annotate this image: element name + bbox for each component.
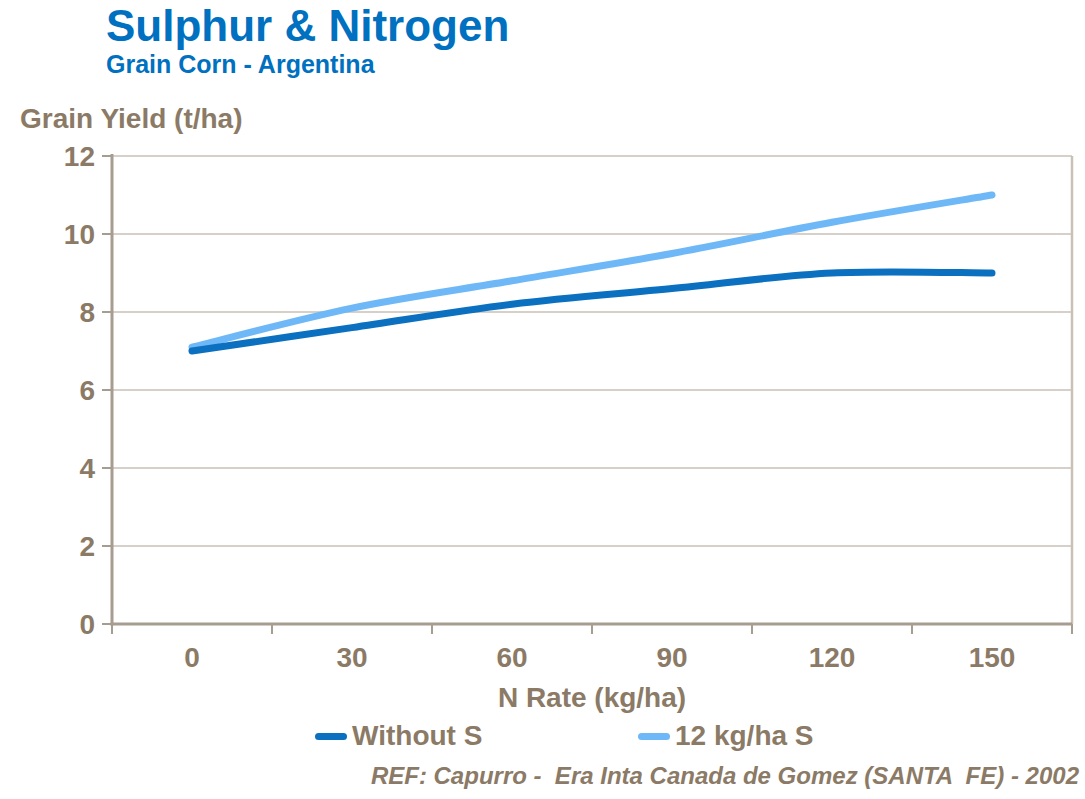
y-tick-label: 2 [79,531,95,562]
y-tick-label: 4 [79,453,95,484]
y-tick-label: 10 [64,219,95,250]
y-axis-title: Grain Yield (t/ha) [20,103,242,135]
legend-swatch-without-s-icon [315,733,347,740]
legend-item-12kgha-s: 12 kg/ha S [638,720,814,752]
x-tick-label: 90 [656,642,687,673]
series-line-12-kg-ha-s [192,195,992,347]
series-line-without-s [192,272,992,351]
y-tick-label: 8 [79,297,95,328]
legend-swatch-12kgha-s-icon [638,733,670,740]
x-tick-label: 60 [496,642,527,673]
legend: Without S 12 kg/ha S [0,720,1085,752]
legend-label-without-s: Without S [352,720,482,752]
y-tick-label: 0 [79,609,95,640]
x-tick-label: 150 [969,642,1016,673]
page-title: Sulphur & Nitrogen [106,4,509,49]
x-tick-label: 0 [184,642,200,673]
x-tick-label: 120 [809,642,856,673]
page-subtitle: Grain Corn - Argentina [106,51,509,77]
legend-label-12kgha-s: 12 kg/ha S [675,720,814,752]
x-axis-title: N Rate (kg/ha) [112,682,1072,714]
y-tick-label: 12 [64,141,95,172]
chart-header: Sulphur & Nitrogen Grain Corn - Argentin… [106,4,509,77]
reference-text: REF: Capurro - Era Inta Canada de Gomez … [371,762,1079,790]
legend-item-without-s: Without S [315,720,482,752]
y-tick-label: 6 [79,375,95,406]
x-tick-label: 30 [336,642,367,673]
chart-page: Sulphur & Nitrogen Grain Corn - Argentin… [0,0,1085,799]
